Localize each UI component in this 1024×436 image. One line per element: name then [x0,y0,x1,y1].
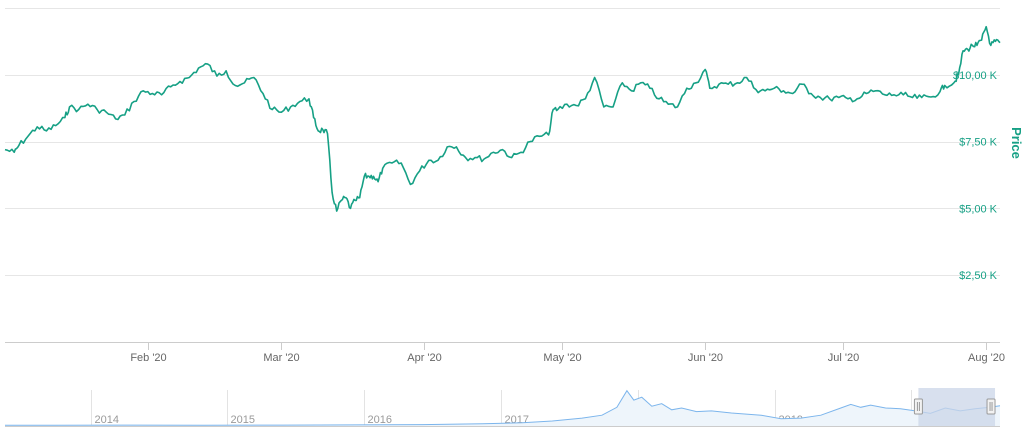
x-tick-label: Mar '20 [263,352,299,364]
x-axis-ticks: Feb '20 Mar '20 Apr '20 May '20 Jun '20 Jul '… [130,342,1005,364]
navigator-handle-grip[interactable] [986,398,996,415]
navigator-year-label: 2014 [95,414,119,426]
x-tick-label: Jun '20 [688,352,723,364]
navigator-left-handle[interactable] [913,398,923,415]
y-tick-label: $2,50 K [959,270,998,282]
y-tick-label: $10,00 K [953,70,998,82]
y-tick-label: $7,50 K [959,137,998,149]
navigator-selected-range[interactable] [918,388,996,426]
range-navigator[interactable]: 2014201520162017201820192020 [0,388,1001,427]
navigator-year-label: 2015 [231,414,255,426]
y-axis-title: Price [1009,127,1024,159]
navigator-series-area [5,390,1000,426]
x-tick-label: Aug '20 [968,352,1005,364]
navigator-series-line [5,389,1001,426]
grid-lines [5,8,1000,343]
x-tick-label: May '20 [543,352,581,364]
x-tick-label: Apr '20 [407,352,442,364]
navigator-year-label: 2016 [368,414,392,426]
x-tick-label: Jul '20 [828,352,859,364]
y-tick-label: $5,00 K [959,203,998,215]
x-tick-label: Feb '20 [130,352,166,364]
price-series-line [4,25,1001,212]
navigator-right-handle[interactable] [986,398,996,415]
y-axis-ticks: $2,50 K $5,00 K $7,50 K $10,00 K [953,70,998,282]
navigator-handle-grip[interactable] [913,398,923,415]
